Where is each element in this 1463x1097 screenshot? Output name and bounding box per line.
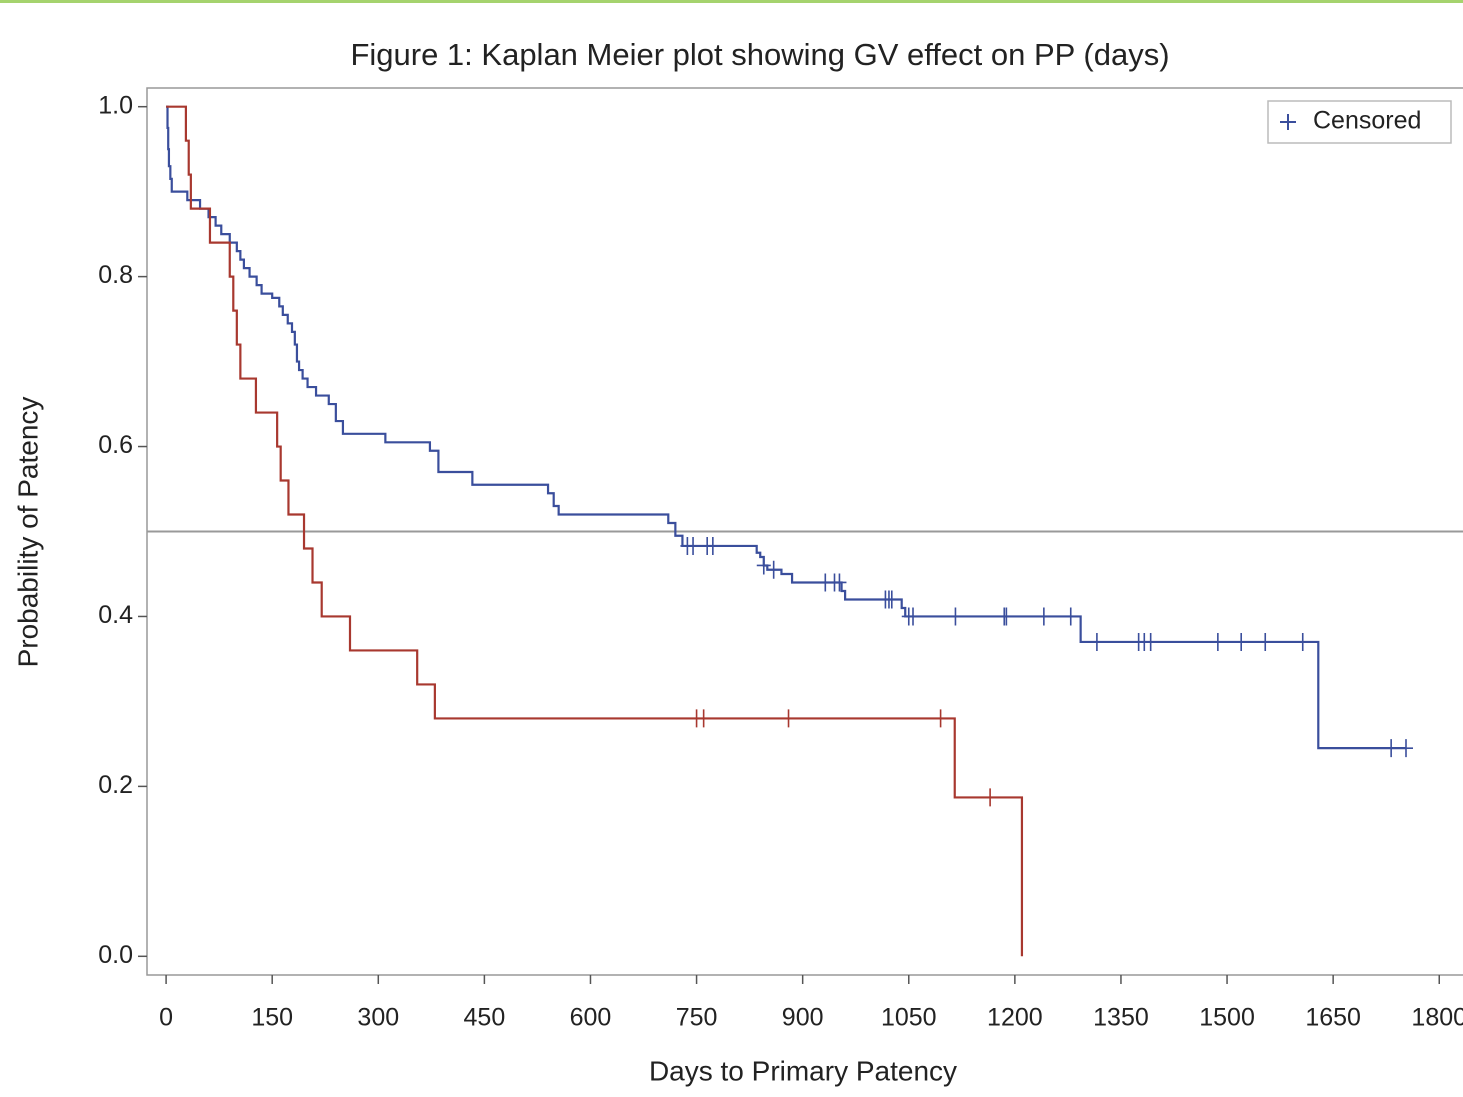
y-tick-label: 0.6: [98, 431, 133, 459]
x-tick-label: 600: [570, 1004, 612, 1032]
censored-tick: [781, 709, 796, 728]
chart-title: Figure 1: Kaplan Meier plot showing GV e…: [350, 37, 1169, 72]
censored-mark: [1234, 632, 1249, 651]
censored-mark: [1036, 607, 1051, 626]
censored-mark: [832, 573, 847, 592]
censored-tick: [766, 560, 781, 579]
censored-tick: [1210, 632, 1225, 651]
censored-tick: [983, 788, 998, 807]
censored-tick: [906, 607, 921, 626]
censored-mark: [781, 709, 796, 728]
censored-mark: [1063, 607, 1078, 626]
x-tick-label: 1200: [987, 1004, 1043, 1032]
x-tick-label: 1800: [1411, 1004, 1463, 1032]
censored-mark: [1210, 632, 1225, 651]
censored-mark: [948, 607, 963, 626]
legend-box: [1267, 100, 1452, 144]
censored-mark: [906, 607, 921, 626]
censored-mark: [686, 536, 701, 555]
censored-tick: [696, 709, 711, 728]
censored-mark: [1089, 632, 1104, 651]
censored-tick: [999, 607, 1014, 626]
censored-tick: [1089, 632, 1104, 651]
censored-mark: [766, 560, 781, 579]
x-tick-label: 1350: [1093, 1004, 1149, 1032]
x-tick-label: 150: [251, 1004, 293, 1032]
censored-tick: [1143, 632, 1158, 651]
censored-tick: [1399, 739, 1413, 758]
censored-mark: [1258, 632, 1273, 651]
censored-tick: [1258, 632, 1273, 651]
censored-mark: [1143, 632, 1158, 651]
censored-tick: [884, 590, 899, 609]
censored-tick: [832, 573, 847, 592]
censored-mark: [756, 556, 771, 575]
x-tick-label: 450: [464, 1004, 506, 1032]
censored-tick: [1234, 632, 1249, 651]
censored-mark: [884, 590, 899, 609]
censored-tick: [948, 607, 963, 626]
legend-marker: [1280, 114, 1296, 130]
x-tick-label: 300: [357, 1004, 399, 1032]
censored-mark: [1384, 739, 1399, 758]
y-tick-label: 1.0: [98, 91, 133, 119]
y-tick-label: 0.8: [98, 261, 133, 289]
censored-tick: [933, 709, 948, 728]
censored-tick: [1063, 607, 1078, 626]
x-tick-label: 1650: [1305, 1004, 1361, 1032]
x-tick-label: 900: [782, 1004, 824, 1032]
censored-tick: [1295, 632, 1310, 651]
censored-mark: [705, 536, 720, 555]
survival-curve: [166, 105, 1406, 750]
top-border: [0, 0, 1463, 3]
y-tick-label: 0.2: [98, 771, 133, 799]
censored-tick: [756, 556, 771, 575]
x-tick-label: 1500: [1199, 1004, 1255, 1032]
x-tick-label: 0: [159, 1004, 173, 1032]
legend: Censored: [1267, 100, 1452, 144]
censored-tick: [1036, 607, 1051, 626]
y-tick-label: 0.0: [98, 941, 133, 969]
censored-mark: [1399, 739, 1413, 758]
censored-mark: [696, 709, 711, 728]
censored-mark: [983, 788, 998, 807]
x-axis-label: Days to Primary Patency: [649, 1055, 957, 1086]
censored-mark: [933, 709, 948, 728]
censored-tick: [705, 536, 720, 555]
censored-tick: [1384, 739, 1399, 758]
x-tick-label: 750: [676, 1004, 718, 1032]
censored-mark: [1295, 632, 1310, 651]
censored-tick: [686, 536, 701, 555]
legend-label: Censored: [1313, 107, 1421, 135]
censored-mark: [999, 607, 1014, 626]
x-tick-label: 1050: [881, 1004, 937, 1032]
survival-curve: [166, 105, 1024, 957]
y-axis-label: Probability of Patency: [12, 397, 43, 668]
y-tick-label: 0.4: [98, 601, 133, 629]
